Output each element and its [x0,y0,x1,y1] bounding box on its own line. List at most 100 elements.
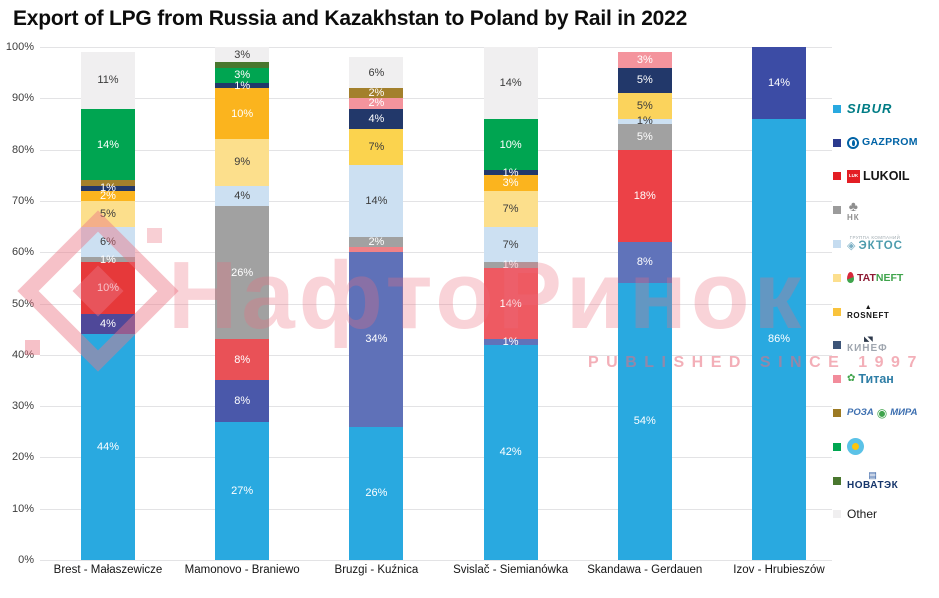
gridline: 100% [6,41,832,53]
y-axis-tick-label: 40% [11,348,34,361]
legend-color-marker [833,240,841,249]
bar-segment-gazprom: 34% [349,252,404,427]
legend-item-other: Other [833,498,937,532]
legend: SIBUR GAZPROM LUKOIL НК ГРУППА КОМПАНИЙЭКТОС… [833,92,937,531]
ektos-diamond-icon [847,241,855,252]
bar-segment-nk: 1% [81,254,135,265]
y-axis-tick-label: 50% [11,297,34,310]
legend-color-marker [833,104,841,113]
legend-logo-nk: НК [847,199,860,222]
bar-segment-lukoil [349,247,404,253]
segment-value-label: 1% [502,259,519,272]
legend-logo-titan: Титан [847,373,893,386]
bar-segment-rosneft: 3% [483,175,538,191]
legend-label: КИНЕФ [847,343,888,355]
y-axis-tick-label: 10% [11,502,34,515]
bar-segment-nk: 5% [617,123,672,150]
segment-value-label: 6% [368,66,385,79]
bar-segment-other: 11% [81,52,135,109]
legend-color-marker [833,510,841,519]
bar-segment-kinef: 5% [617,67,672,94]
segment-value-label: 14% [499,297,522,310]
legend-item-sibur: SIBUR [833,92,937,126]
segment-value-label: 86% [767,333,791,346]
segment-value-label: 44% [96,441,120,454]
bar-segment-other: 14% [483,47,538,119]
segment-value-label: 1% [100,182,116,195]
legend-color-marker [833,442,841,451]
segment-value-label: 3% [234,69,251,82]
bar-segment-lukoil: 14% [483,267,538,340]
segment-value-label: 4% [234,189,251,202]
segment-value-label: 27% [231,484,254,497]
segment-value-label: 5% [636,100,653,113]
bar-segment-gazprom: 4% [81,313,135,335]
gridline: 20% [12,451,832,463]
segment-value-label: 10% [96,282,120,295]
bar-segment-sibur: 86% [752,118,806,560]
bar-segment-sibur: 27% [215,421,270,560]
legend-logo-kazakhstan [847,438,864,456]
legend-color-marker [833,206,841,215]
legend-label: ROSNEFT [847,310,890,320]
y-axis-tick-label: 60% [11,246,34,259]
segment-value-label: 10% [499,138,522,151]
legend-color-marker [833,409,841,418]
segment-value-label: 7% [502,238,519,251]
legend-logo-ektos: ГРУППА КОМПАНИЙЭКТОС [847,235,903,253]
legend-item-titan: Титан [833,362,937,396]
segment-value-label: 2% [368,87,385,100]
legend-label: МИРА [890,407,918,419]
segment-value-label: 2% [368,97,385,110]
legend-label: Other [847,507,878,522]
segment-value-label: 6% [100,235,116,248]
tatneft-flame-icon [847,272,854,284]
x-axis-category-label: Svislač - Siemianówka [453,564,569,576]
bar-segment-nk: 26% [215,206,270,340]
y-axis-tick-label: 70% [11,194,34,207]
legend-item-roza_mira: РОЗА МИРА [833,396,937,430]
segment-value-label: 8% [636,256,653,269]
legend-logo-lukoil: LUKOIL [847,169,910,183]
titan-leaf-icon [847,374,855,384]
legend-item-kazakhstan [833,430,937,464]
bar-segment-rosneft: 2% [81,189,135,202]
bar-segment-sibur: 44% [81,334,135,560]
segment-value-label: 34% [365,333,388,346]
kazakhstan-flag-icon [847,438,864,456]
bar-segment-sibur: 42% [483,344,538,560]
y-axis-tick-label: 90% [11,92,34,105]
y-axis-tick-label: 80% [11,143,34,156]
segment-value-label: 4% [368,112,385,125]
bar-segment-gazprom: 14% [752,47,806,119]
x-axis-category-label: Izov - Hrubieszów [733,564,825,576]
segment-value-label: 2% [100,189,116,202]
bar-segment-ektos: 6% [81,226,135,258]
legend-color-marker [833,172,841,181]
bar-segment-other: 6% [349,57,404,89]
segment-value-label: 1% [502,335,519,348]
legend-color-marker [833,273,841,282]
plot-area: 100% 90% 80% 70% 60% 50% 40% 30% 20% 10% 0% 44% 4% 10… [6,41,832,576]
legend-label: TAT [857,271,876,284]
legend-logo-kinef: КИНЕФ [847,336,888,354]
legend-color-marker [833,476,841,485]
segment-value-label: 7% [502,202,519,215]
legend-logo-gazprom: GAZPROM [847,136,918,149]
legend-color-marker [833,341,841,350]
bar-segment-gazprom: 8% [215,380,270,422]
legend-label: SIBUR [847,101,893,117]
segment-value-label: 1% [636,115,653,128]
segment-value-label: 5% [636,74,653,87]
gridline: 60% [12,246,832,258]
bar-segment-kazakhstan: 14% [81,108,135,181]
segment-value-label: 54% [633,415,656,428]
legend-label: GAZPROM [862,136,918,149]
bar-segment-rosneft: 10% [215,88,270,140]
bar-segment-rosneft: 7% [349,129,404,166]
bar-segment-kazakhstan: 3% [215,67,270,83]
segment-value-label: 8% [234,353,251,366]
y-axis-tick-label: 20% [11,451,34,464]
stacked-bar: 26% 34% 2% 14% 7% 4% 2% 2% 6% [349,57,404,560]
